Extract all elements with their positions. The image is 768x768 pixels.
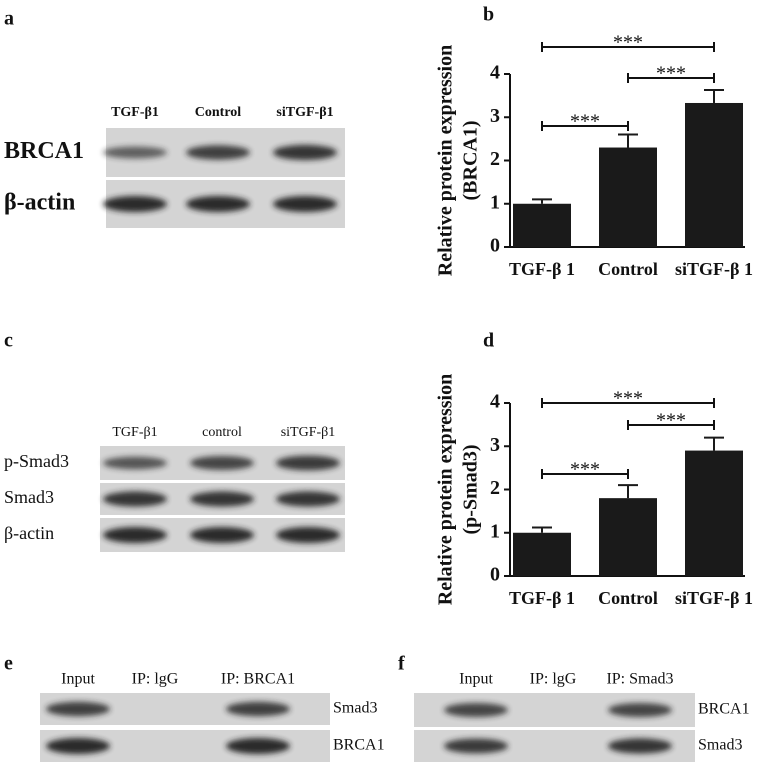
error-bar [532,198,552,204]
error-bar [704,89,724,103]
blot-band [103,456,167,470]
blot-band [276,491,340,507]
error-bar [532,526,552,533]
bar [513,532,571,576]
y-tick-label: 1 [490,191,500,213]
blot-band [186,196,250,212]
lane-label: siTGF-β1 [281,425,336,440]
row-label: BRCA1 [4,138,84,164]
y-tick-label: 3 [490,434,500,456]
blot-band [103,527,167,543]
sig-label: *** [613,32,643,54]
bar [599,147,657,247]
y-axis-label: Relative protein expression [435,374,457,605]
panel-letter: c [4,330,13,352]
x-tick-label: TGF-β 1 [509,588,575,608]
lane-label: control [202,425,242,440]
bar [513,203,571,247]
lane-label: IP: Smad3 [606,671,673,688]
panel-letter: f [398,653,405,675]
y-tick-label: 2 [490,477,500,499]
blot-band [608,738,672,754]
blot-band [226,701,290,717]
row-label: Smad3 [333,700,377,717]
blot-band [103,146,167,159]
error-bar [704,436,724,451]
y-tick-label: 2 [490,148,500,170]
blot-band [46,701,110,717]
blot-band [276,455,340,471]
sig-label: *** [656,410,686,432]
panel-letter: d [483,330,494,352]
sig-label: *** [613,388,643,410]
y-tick-label: 1 [490,520,500,542]
sig-label: *** [656,63,686,85]
blot-band [103,491,167,507]
y-axis-label: (p-Smad3) [460,444,482,534]
y-tick-label: 4 [490,62,500,84]
blot-band [444,738,508,754]
lane-label: IP: lgG [132,671,179,688]
blot-band [226,738,290,754]
y-tick-label: 3 [490,105,500,127]
lane-label: IP: lgG [530,671,577,688]
blot-band [273,144,337,161]
lane-label: Input [61,671,95,688]
y-tick-label: 0 [490,235,500,257]
bar [599,498,657,576]
lane-label: TGF-β1 [112,425,157,440]
y-tick-label: 0 [490,564,500,586]
error-bar [618,133,638,148]
row-label: β-actin [4,523,54,543]
y-axis-label: Relative protein expression [435,45,457,276]
y-tick-label: 4 [490,391,500,413]
lane-label: Input [459,671,493,688]
x-tick-label: siTGF-β 1 [675,588,753,608]
sig-label: *** [570,111,600,133]
panel-letter: b [483,4,494,26]
row-label: p-Smad3 [4,451,69,471]
panel-letter: e [4,653,13,675]
x-tick-label: TGF-β 1 [509,259,575,279]
lane-label: TGF-β1 [111,105,159,120]
blot-band [46,738,110,754]
error-bar [618,484,638,499]
blot-band [190,491,254,507]
lane-label: Control [195,105,242,120]
bar [685,450,743,576]
x-tick-label: Control [598,259,658,279]
sig-label: *** [570,459,600,481]
blot-band [608,703,672,717]
y-axis-label: (BRCA1) [460,121,482,201]
row-label: Smad3 [4,487,54,507]
blot-band [103,196,167,212]
x-tick-label: Control [598,588,658,608]
lane-label: IP: BRCA1 [221,671,295,688]
x-tick-label: siTGF-β 1 [675,259,753,279]
lane-label: siTGF-β1 [276,105,333,120]
bar [685,102,743,247]
row-label: β-actin [4,190,75,216]
row-label: BRCA1 [698,701,750,718]
blot-band [190,456,254,470]
blot-band [276,527,340,543]
blot-band [444,703,508,717]
blot-band [186,145,250,160]
panel-letter: a [4,8,14,30]
blot-band [273,196,337,212]
blot-band [190,527,254,543]
row-label: BRCA1 [333,737,385,754]
row-label: Smad3 [698,737,742,754]
